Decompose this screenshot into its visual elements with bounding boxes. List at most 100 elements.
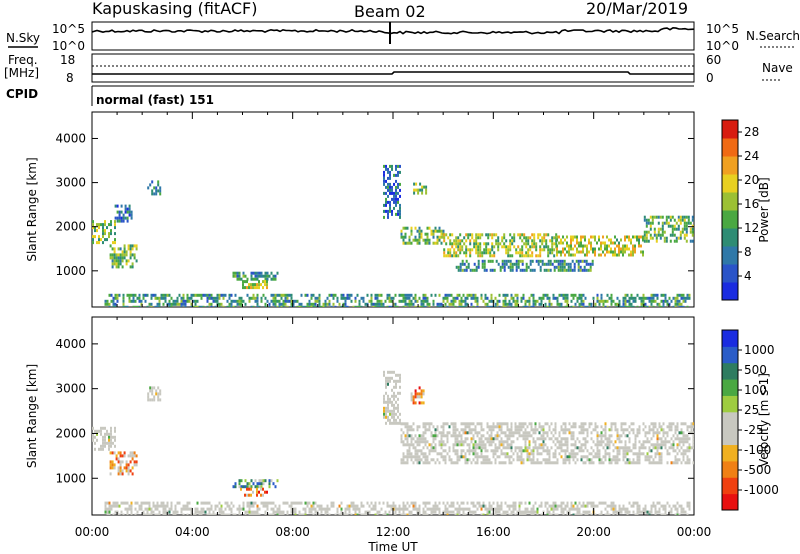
colorbar-segment xyxy=(722,156,738,175)
colorbar-frame xyxy=(721,119,739,301)
freq-tick-bottom: 8 xyxy=(66,71,74,85)
y-axis-label: Slant Range [km] xyxy=(25,157,39,261)
y-tick-label: 3000 xyxy=(55,382,86,396)
colorbar-segment xyxy=(722,246,738,265)
scatter-region xyxy=(104,293,691,307)
freq-label-1: Freq. xyxy=(8,53,38,67)
cpid-value: normal (fast) 151 xyxy=(96,93,214,107)
nsky-panel xyxy=(91,21,695,51)
colorbar-tick-label: 28 xyxy=(744,125,759,139)
colorbar-segment xyxy=(722,493,738,511)
nsearch-tick-top: 10^5 xyxy=(706,22,739,36)
y-tick-label: 4000 xyxy=(55,337,86,351)
colorbar-segment xyxy=(722,228,738,247)
nsky-trace xyxy=(91,26,695,35)
freq-tick-top: 18 xyxy=(60,53,75,67)
scatter-region xyxy=(240,487,268,497)
beam-label: Beam 02 xyxy=(354,2,426,21)
x-axis-label: Time UT xyxy=(367,540,418,554)
scatter-region xyxy=(400,226,445,245)
colorbar-tick-label: 1000 xyxy=(744,343,775,357)
scatter-region xyxy=(443,233,558,258)
station-title: Kapuskasing (fitACF) xyxy=(92,0,257,18)
scatter-region xyxy=(109,451,138,476)
colorbar-tick-label: 24 xyxy=(744,149,759,163)
y-tick-label: 1000 xyxy=(55,471,86,485)
colorbar-segment xyxy=(722,379,738,396)
colorbar-frame xyxy=(721,329,739,511)
x-tick-label: 00:00 xyxy=(75,525,110,539)
colorbar-tick-label: 8 xyxy=(744,245,752,259)
colorbar-segment xyxy=(722,120,738,139)
scatter-layer xyxy=(92,164,694,307)
y-axis-label: Slant Range [km] xyxy=(25,364,39,468)
nsky-tick-bottom: 10^0 xyxy=(52,39,85,53)
scatter-region xyxy=(232,479,279,489)
colorbar-segment xyxy=(722,346,738,364)
freq-label-2: [MHz] xyxy=(4,66,39,80)
colorbar-tick-label: 500 xyxy=(744,363,767,377)
colorbar-tick-label: 4 xyxy=(744,269,752,283)
colorbar-tick-label: -1000 xyxy=(744,483,779,497)
colorbar-label: Power [dB] xyxy=(757,177,771,242)
colorbar-segment xyxy=(722,210,738,229)
scatter-region xyxy=(147,386,162,402)
x-tick-label: 08:00 xyxy=(275,525,310,539)
colorbar-segment xyxy=(722,362,738,380)
y-tick-label: 2000 xyxy=(55,426,86,440)
nsearch-label: N.Search xyxy=(746,29,800,43)
scatter-region xyxy=(400,422,694,465)
freq-trace xyxy=(92,71,694,75)
nave-label: Nave xyxy=(762,61,793,75)
freq-panel xyxy=(91,53,695,83)
colorbar-segment xyxy=(722,174,738,193)
scatter-region xyxy=(643,215,694,243)
nave-tick-top: 60 xyxy=(706,53,721,67)
scatter-region xyxy=(383,370,401,425)
x-tick-label: 12:00 xyxy=(376,525,411,539)
scatter-region xyxy=(92,426,116,451)
y-tick-label: 4000 xyxy=(55,131,86,145)
scatter-region xyxy=(410,386,425,405)
scatter-layer xyxy=(92,370,694,515)
scatter-region xyxy=(114,204,133,223)
colorbar-segment xyxy=(722,138,738,157)
nave-tick-bottom: 0 xyxy=(706,71,714,85)
scatter-region xyxy=(242,280,268,290)
colorbar-segment xyxy=(722,192,738,211)
colorbar-tick-label: 16 xyxy=(744,197,759,211)
colorbar-segment xyxy=(722,477,738,495)
colorbar-segment xyxy=(722,411,738,429)
colorbar-segment xyxy=(722,395,738,413)
scatter-region xyxy=(92,220,116,245)
x-tick-label: 16:00 xyxy=(476,525,511,539)
y-tick-label: 2000 xyxy=(55,220,86,234)
colorbar-tick-label: 25 xyxy=(744,403,759,417)
date-label: 20/Mar/2019 xyxy=(586,0,688,18)
colorbar-segment xyxy=(722,460,738,478)
colorbar-segment xyxy=(722,444,738,462)
x-axis: 00:00 04:00 08:00 12:00 16:00 20:00 00:00 xyxy=(75,525,712,539)
power-panel: 1000 2000 3000 4000 Slant Range [km] 4 8 12 16 20… xyxy=(25,111,771,308)
colorbar-tick-label: 20 xyxy=(744,173,759,187)
colorbar-tick-label: 100 xyxy=(744,383,767,397)
colorbar-label: Velocity [m s-1] xyxy=(757,373,771,467)
colorbar-tick-label: -100 xyxy=(744,443,771,457)
x-tick-label: 20:00 xyxy=(576,525,611,539)
nsearch-tick-bottom: 10^0 xyxy=(706,39,739,53)
scatter-region xyxy=(147,180,162,196)
colorbar-segment xyxy=(722,330,738,347)
nsky-tick-top: 10^5 xyxy=(52,22,85,36)
colorbar-tick-label: -25 xyxy=(744,423,764,437)
scatter-region xyxy=(104,501,691,515)
x-tick-label: 04:00 xyxy=(175,525,210,539)
colorbar-segment xyxy=(722,428,738,446)
x-tick-label: 00:00 xyxy=(677,525,712,539)
nsky-label: N.Sky xyxy=(6,31,40,45)
y-tick-label: 1000 xyxy=(55,264,86,278)
y-tick-label: 3000 xyxy=(55,176,86,190)
colorbar-segment xyxy=(722,282,738,301)
scatter-region xyxy=(383,164,401,219)
scatter-region xyxy=(413,182,428,195)
